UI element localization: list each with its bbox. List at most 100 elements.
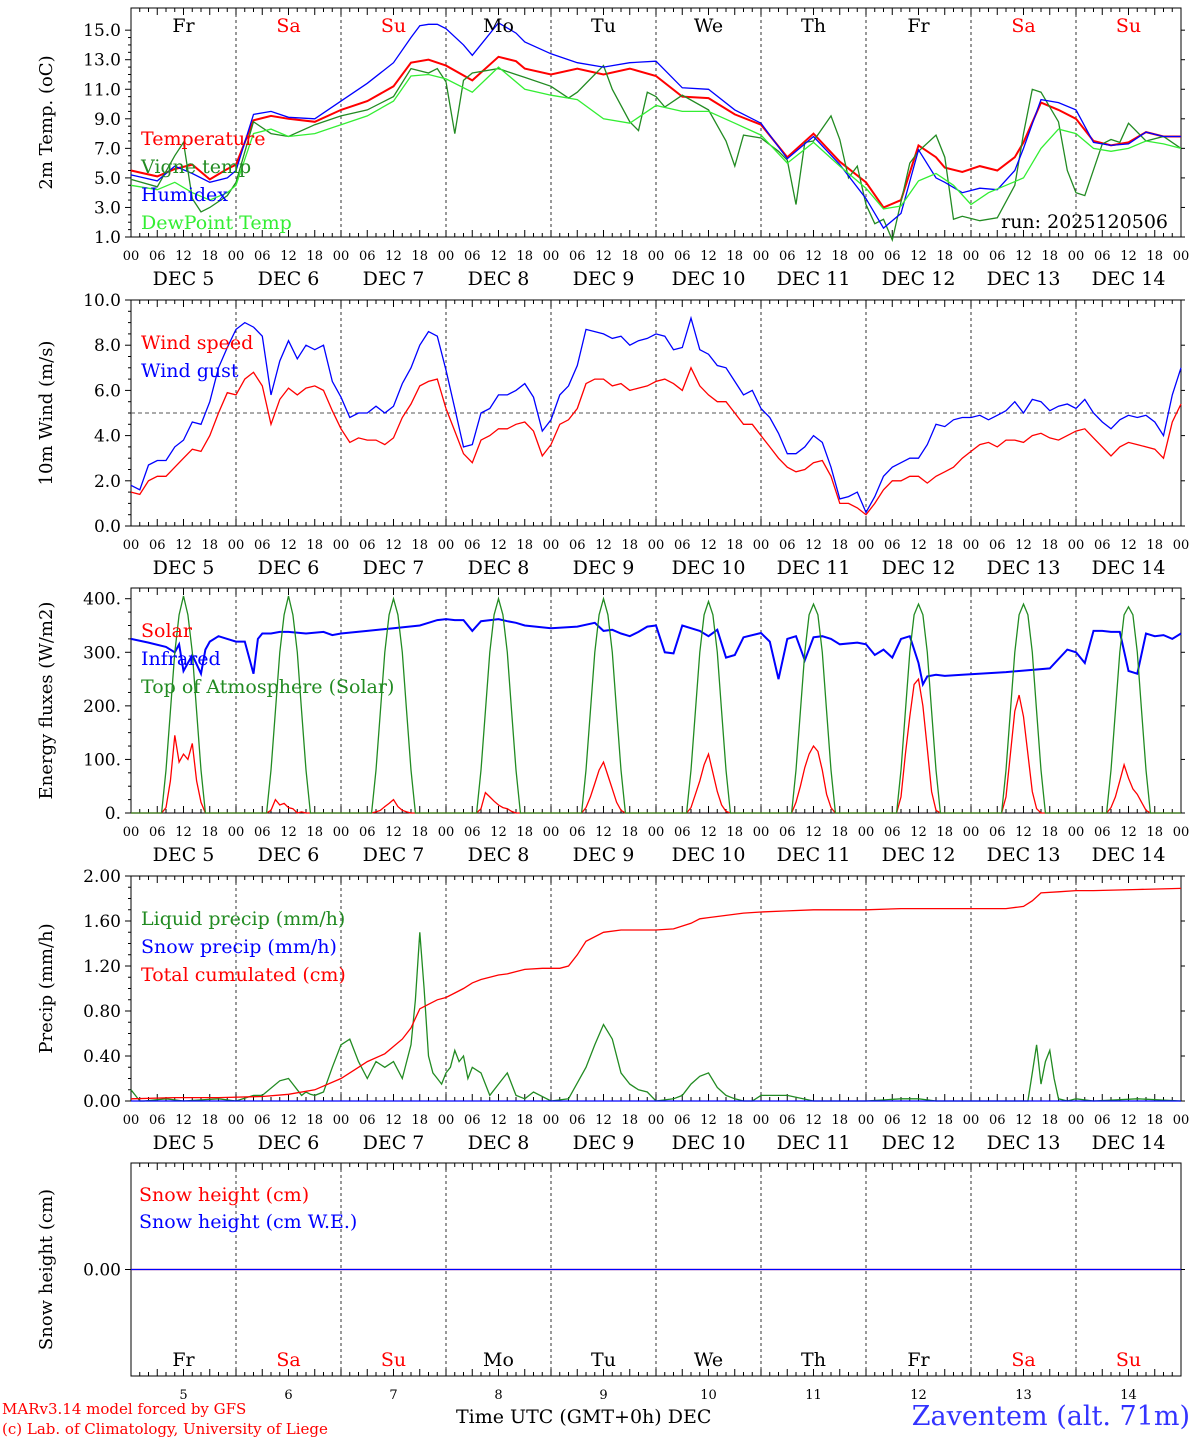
- x-hour-label: 12: [385, 1113, 402, 1128]
- x-hour-label: 12: [1015, 1113, 1032, 1128]
- x-hour-label: 00: [123, 538, 140, 553]
- x-day-label: DEC 10: [672, 557, 746, 579]
- x-hour-label: 12: [910, 249, 927, 264]
- weekday-label-bottom: Su: [381, 1349, 406, 1371]
- x-hour-label: 12: [910, 825, 927, 840]
- x-hour-label: 00: [123, 825, 140, 840]
- series-line-vigne-temp: [130, 64, 1182, 243]
- x-hour-label: 06: [674, 825, 691, 840]
- x-hour-label: 12: [280, 249, 297, 264]
- weekday-label-top: Su: [381, 15, 406, 37]
- x-hour-label: 18: [726, 1113, 743, 1128]
- x-hour-label: 12: [1120, 538, 1137, 553]
- x-hour-label: 00: [648, 1113, 665, 1128]
- x-day-label: DEC 11: [777, 844, 851, 866]
- x-hour-label: 12: [700, 1113, 717, 1128]
- x-hour-label: 12: [490, 249, 507, 264]
- x-hour-label: 12: [1015, 825, 1032, 840]
- x-hour-label: 18: [516, 538, 533, 553]
- x-day-label: DEC 5: [153, 1132, 215, 1154]
- x-day-label: DEC 13: [987, 268, 1061, 290]
- x-hour-label: 12: [490, 1113, 507, 1128]
- x-hour-label: 06: [674, 1113, 691, 1128]
- y-axis-label: 2m Temp. (oC): [36, 55, 57, 189]
- y-tick-label: 3.0: [94, 198, 121, 218]
- weekday-label-bottom: Su: [1116, 1349, 1141, 1371]
- x-hour-label: 00: [1068, 825, 1085, 840]
- x-hour-label: 00: [228, 538, 245, 553]
- x-day-label: DEC 10: [672, 844, 746, 866]
- x-hour-label: 18: [411, 1113, 428, 1128]
- x-axis-caption: Time UTC (GMT+0h) DEC: [456, 1406, 712, 1428]
- x-hour-label: 06: [989, 249, 1006, 264]
- x-day-label: DEC 8: [468, 268, 530, 290]
- x-hour-label: 12: [1120, 1113, 1137, 1128]
- x-day-label: DEC 5: [153, 268, 215, 290]
- lab-credit: (c) Lab. of Climatology, University of L…: [2, 1420, 328, 1438]
- x-hour-label: 06: [569, 1113, 586, 1128]
- x-hour-label: 00: [543, 249, 560, 264]
- x-hour-label: 12: [910, 1113, 927, 1128]
- x-hour-label: 00: [228, 249, 245, 264]
- x-hour-label: 06: [884, 825, 901, 840]
- x-hour-label: 00: [963, 825, 980, 840]
- x-hour-label: 00: [543, 825, 560, 840]
- y-tick-label: 0.40: [83, 1047, 121, 1067]
- x-day-label: DEC 14: [1092, 557, 1166, 579]
- x-hour-label: 18: [831, 538, 848, 553]
- x-hour-label: 00: [333, 1113, 350, 1128]
- y-tick-label: 1.20: [83, 957, 121, 977]
- bottom-date-label: 12: [910, 1388, 927, 1403]
- y-tick-label: 4.0: [94, 427, 121, 447]
- x-hour-label: 06: [359, 1113, 376, 1128]
- y-tick-label: 15.0: [83, 21, 121, 41]
- x-hour-label: 00: [543, 1113, 560, 1128]
- weekday-label-top: Fr: [907, 15, 930, 37]
- legend-entry: Wind gust: [141, 360, 239, 382]
- x-hour-label: 18: [1146, 825, 1163, 840]
- x-hour-label: 00: [1068, 538, 1085, 553]
- weekday-label-top: Tu: [591, 15, 616, 37]
- series-line-infrared: [130, 618, 1182, 688]
- x-day-label: DEC 9: [573, 557, 635, 579]
- y-axis-label: 10m Wind (m/s): [36, 341, 57, 486]
- x-day-label: DEC 7: [363, 844, 425, 866]
- x-hour-label: 18: [936, 538, 953, 553]
- x-hour-label: 06: [569, 249, 586, 264]
- y-tick-label: 13.0: [83, 51, 121, 71]
- x-hour-label: 00: [1173, 249, 1190, 264]
- x-hour-label: 12: [175, 249, 192, 264]
- bottom-date-label: 10: [700, 1388, 717, 1403]
- x-hour-label: 18: [201, 1113, 218, 1128]
- x-day-label: DEC 11: [777, 557, 851, 579]
- x-hour-label: 06: [989, 825, 1006, 840]
- series-line-temperature: [130, 55, 1181, 209]
- x-hour-label: 06: [464, 249, 481, 264]
- x-day-label: DEC 12: [882, 1132, 956, 1154]
- x-hour-label: 00: [963, 1113, 980, 1128]
- legend-entry: Vigne temp: [140, 156, 251, 178]
- x-hour-label: 00: [333, 249, 350, 264]
- x-hour-label: 06: [989, 538, 1006, 553]
- x-hour-label: 18: [306, 538, 323, 553]
- x-day-label: DEC 7: [363, 557, 425, 579]
- legend-entry: Snow height (cm W.E.): [139, 1211, 357, 1233]
- series-line-top-of-atmosphere-solar-: [131, 595, 1181, 814]
- x-hour-label: 18: [726, 249, 743, 264]
- x-hour-label: 06: [359, 249, 376, 264]
- x-hour-label: 18: [831, 825, 848, 840]
- x-hour-label: 06: [779, 538, 796, 553]
- weekday-label-bottom: Sa: [276, 1349, 300, 1371]
- x-hour-label: 00: [963, 538, 980, 553]
- x-hour-label: 06: [464, 538, 481, 553]
- x-hour-label: 18: [936, 825, 953, 840]
- weekday-label-bottom: Th: [801, 1349, 826, 1371]
- x-hour-label: 12: [805, 249, 822, 264]
- x-hour-label: 12: [385, 825, 402, 840]
- series-line-wind-gust: [130, 315, 1182, 514]
- x-hour-label: 18: [1041, 1113, 1058, 1128]
- x-hour-label: 18: [621, 1113, 638, 1128]
- x-hour-label: 06: [1094, 1113, 1111, 1128]
- x-hour-label: 06: [464, 825, 481, 840]
- x-hour-label: 00: [1068, 1113, 1085, 1128]
